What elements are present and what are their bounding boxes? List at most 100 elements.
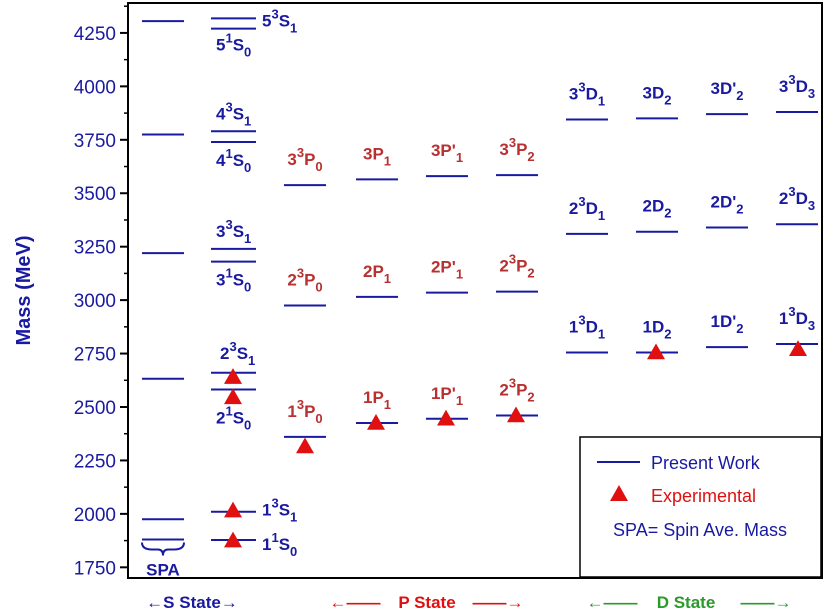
label-superscript: 3 xyxy=(297,145,304,160)
label-text: 2 xyxy=(216,408,225,427)
label-text: D xyxy=(796,189,808,208)
label-text: 2 xyxy=(499,381,508,400)
label-text: 1 xyxy=(431,384,440,403)
label-text: 1 xyxy=(710,312,719,331)
label-text: 1 xyxy=(262,535,271,554)
label-text: ' xyxy=(732,312,736,331)
state-labels: ←S State→ ←—— P State ——→ ←—— D State ——→ xyxy=(146,593,791,612)
label-superscript: 3 xyxy=(578,312,585,327)
label-superscript: 3 xyxy=(271,6,278,21)
label-subscript: 2 xyxy=(736,201,743,216)
level-label-53s-1: 53​S1​ xyxy=(262,6,297,35)
level-label-11s-0: 11​S0​ xyxy=(262,530,297,559)
label-text: S xyxy=(279,535,290,554)
label-subscript: 0 xyxy=(244,160,251,175)
legend: Present Work Experimental SPA= Spin Ave. M… xyxy=(579,436,822,578)
label-text: 4 xyxy=(216,151,226,170)
label-text: 2 xyxy=(779,189,788,208)
label-text: 1 xyxy=(643,317,652,336)
label-text: D xyxy=(720,192,732,211)
y-tick-label: 2250 xyxy=(74,451,116,472)
level-label-41s-0: 41​S0​ xyxy=(216,146,251,175)
label-text: S xyxy=(279,501,290,520)
label-text: 2 xyxy=(363,262,372,281)
label-text: S xyxy=(279,11,290,30)
y-tick-label: 4250 xyxy=(74,24,116,45)
level-label-2dp-2: 2D'2​ xyxy=(710,192,743,216)
y-tick-label: 3500 xyxy=(74,184,116,205)
level-label-33d-3: 33​D3​ xyxy=(779,72,815,101)
experimental-marker-13s-1 xyxy=(224,501,242,518)
level-label-23d-1: 23​D1​ xyxy=(569,194,605,223)
spa-brace xyxy=(141,542,185,556)
label-text: ' xyxy=(452,384,456,403)
spa-label: SPA xyxy=(146,561,180,580)
legend-item-spa: SPA= Spin Ave. Mass xyxy=(613,520,787,540)
label-text: 1 xyxy=(262,501,271,520)
label-subscript: 1 xyxy=(456,393,463,408)
label-text: P xyxy=(440,384,451,403)
level-label-33s-1: 33​S1​ xyxy=(216,217,251,246)
label-subscript: 1 xyxy=(598,208,605,223)
label-superscript: 3 xyxy=(509,252,516,267)
label-superscript: 1 xyxy=(225,403,232,418)
level-label-1dp-2: 1D'2​ xyxy=(710,312,743,336)
experimental-marker-11s-0 xyxy=(224,531,242,548)
label-superscript: 3 xyxy=(229,339,236,354)
experimental-marker-13d-3 xyxy=(789,340,807,357)
label-subscript: 1 xyxy=(598,326,605,341)
level-label-2pp-1: 2P'1​ xyxy=(431,258,463,282)
level-label-31s-0: 31​S0​ xyxy=(216,266,251,295)
label-text: P xyxy=(304,150,315,169)
label-text: 3 xyxy=(499,140,508,159)
d-state-label: D State xyxy=(657,593,716,612)
level-label-1pp-1: 1P'1​ xyxy=(431,384,463,408)
label-subscript: 0 xyxy=(244,417,251,432)
label-text: 5 xyxy=(262,11,271,30)
label-subscript: 0 xyxy=(315,411,322,426)
label-text: ' xyxy=(452,141,456,160)
level-label-33p-2: 33​P2​ xyxy=(499,135,534,164)
label-text: D xyxy=(652,317,664,336)
d-state-left-arrow: ←—— xyxy=(587,593,638,612)
level-labels: 53​S1​ 51​S0​ 43​S1​ 41​S0​ 33​S1​ 31​S0​ 23​S… xyxy=(216,6,815,559)
level-label-23p-0: 23​P0​ xyxy=(287,265,322,294)
label-subscript: 3 xyxy=(808,318,815,333)
label-text: 3 xyxy=(216,222,225,241)
level-label-2d-2: 2D2​ xyxy=(643,197,672,221)
label-text: 1 xyxy=(569,317,578,336)
label-text: P xyxy=(516,140,527,159)
label-superscript: 3 xyxy=(509,376,516,391)
label-text: 5 xyxy=(216,36,225,55)
label-text: 3 xyxy=(363,144,372,163)
label-subscript: 1 xyxy=(244,113,251,128)
label-superscript: 3 xyxy=(578,79,585,94)
p-state-left-arrow: ←—— xyxy=(330,593,381,612)
label-text: 3 xyxy=(643,83,652,102)
label-superscript: 3 xyxy=(297,397,304,412)
label-text: ' xyxy=(732,192,736,211)
y-axis-ticks: 1750 2000 2250 2500 2750 3000 3250 3500 3750 4000… xyxy=(74,5,128,579)
y-tick-label: 3750 xyxy=(74,131,116,152)
p-state-right-arrow: ——→ xyxy=(473,593,524,612)
label-subscript: 3 xyxy=(808,198,815,213)
label-subscript: 1 xyxy=(290,510,297,525)
label-superscript: 3 xyxy=(509,135,516,150)
label-text: ' xyxy=(452,258,456,277)
label-superscript: 3 xyxy=(271,496,278,511)
label-subscript: 0 xyxy=(315,159,322,174)
label-text: S xyxy=(233,104,244,123)
level-label-51s-0: 51​S0​ xyxy=(216,31,251,60)
level-label-1p-1: 1P1​ xyxy=(363,388,391,412)
label-text: 3 xyxy=(216,271,225,290)
level-label-3pp-1: 3P'1​ xyxy=(431,141,463,165)
level-label-23d-3: 23​D3​ xyxy=(779,184,815,213)
level-label-23p-2: 23​P2​ xyxy=(499,376,534,405)
label-text: D xyxy=(586,84,598,103)
y-tick-label: 3250 xyxy=(74,238,116,259)
label-text: 3 xyxy=(710,79,719,98)
label-text: D xyxy=(796,77,808,96)
legend-item-experimental: Experimental xyxy=(651,486,756,506)
label-subscript: 2 xyxy=(664,206,671,221)
